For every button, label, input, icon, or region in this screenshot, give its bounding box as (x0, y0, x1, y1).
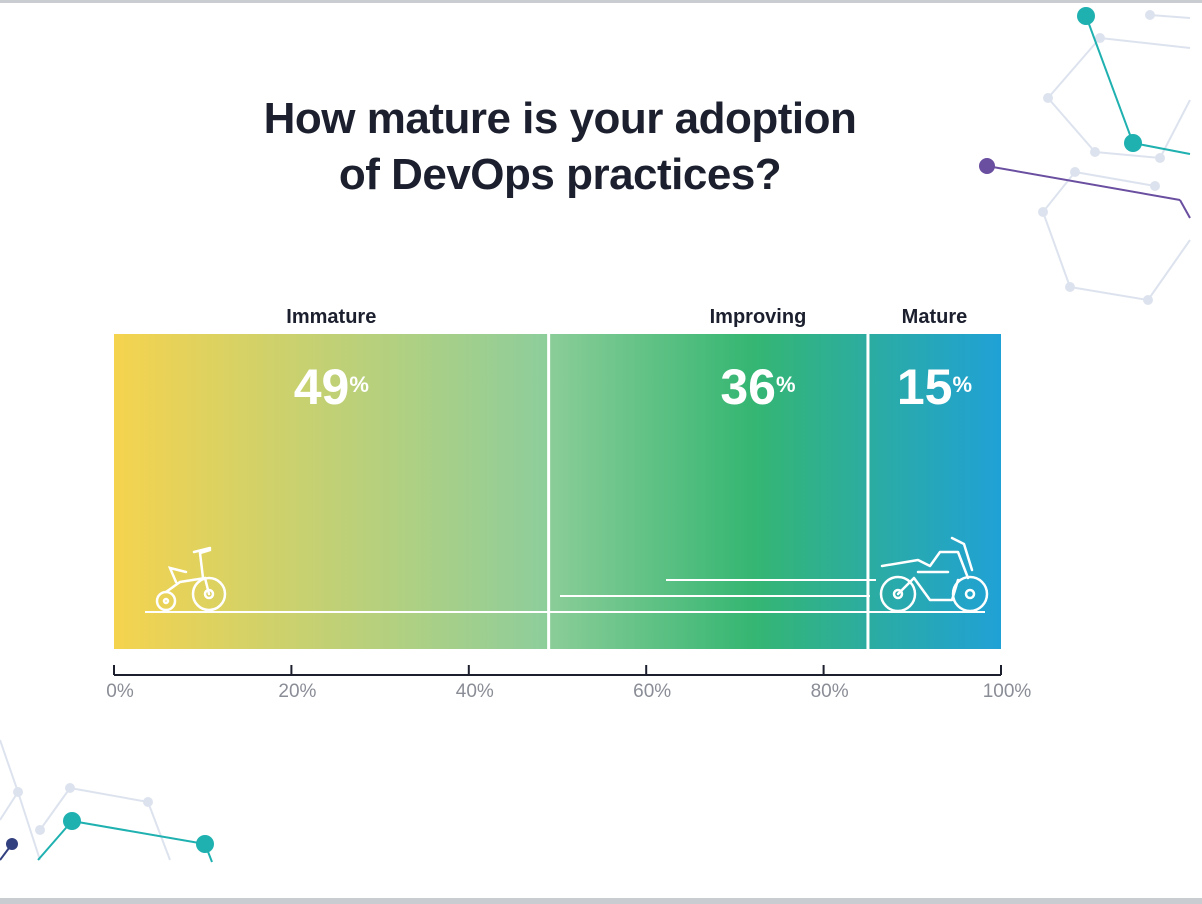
chart-title-line-2: of DevOps practices? (338, 150, 782, 200)
x-tick-label-80: 80% (811, 681, 849, 702)
category-label-mature: Mature (902, 306, 968, 328)
bottom-border (0, 898, 1202, 904)
tricycle-icon (155, 546, 227, 612)
network-decoration-bottom-left (0, 739, 214, 863)
category-label-immature: Immature (286, 306, 376, 328)
category-label-improving: Improving (710, 306, 807, 328)
bar-segment-improving (549, 334, 868, 649)
x-tick-label-40: 40% (456, 681, 494, 702)
top-border (0, 0, 1202, 3)
chart-title-line-1: How mature is your adoption (263, 94, 857, 144)
value-label-mature: 15% (897, 359, 972, 415)
value-label-immature: 49% (294, 359, 369, 415)
speed-lines (145, 579, 985, 613)
chart-title: How mature is your adoption of DevOps pr… (0, 91, 1120, 203)
x-tick-label-20: 20% (278, 681, 316, 702)
x-axis: 0% 20% 40% 60% 80% 100% (106, 665, 1031, 702)
value-label-improving: 36% (720, 359, 795, 415)
network-decoration-top-right (979, 7, 1191, 305)
motorcycle-icon (879, 536, 989, 613)
x-tick-label-0: 0% (106, 681, 134, 702)
x-tick-label-60: 60% (633, 681, 671, 702)
x-tick-label-100: 100% (983, 681, 1032, 702)
